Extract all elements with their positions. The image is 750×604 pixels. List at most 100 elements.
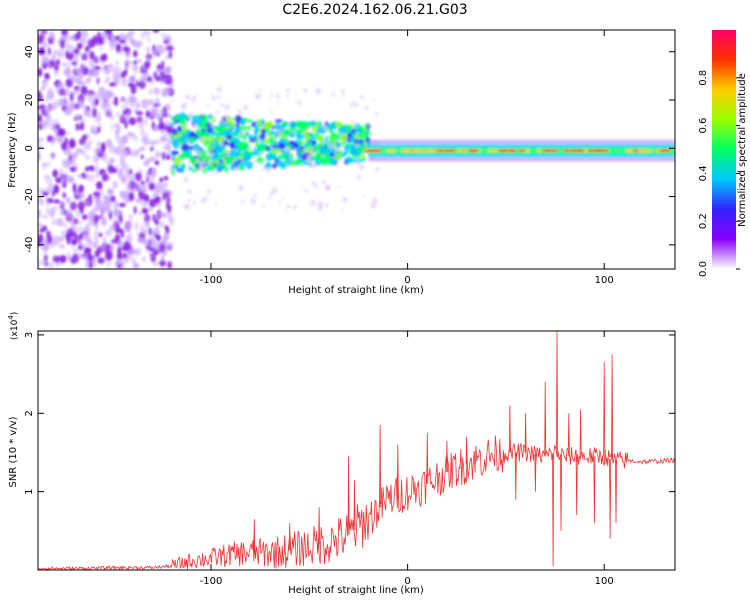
heatmap-cell — [304, 189, 309, 194]
heatmap-cell — [305, 133, 310, 142]
heatmap-cell — [70, 215, 77, 225]
heatmap-cell — [128, 231, 133, 240]
heatmap-cell — [372, 198, 379, 205]
heatmap-cell — [120, 156, 126, 165]
heatmap-cell — [135, 111, 144, 116]
heatmap-cell — [114, 147, 121, 155]
heatmap-cell — [339, 126, 348, 134]
heatmap-cell — [114, 210, 121, 218]
heatmap-cell — [259, 147, 264, 155]
heatmap-cell — [167, 189, 174, 196]
heatmap-cell — [363, 194, 366, 197]
heatmap-cell — [518, 149, 526, 153]
heatmap-cell — [254, 125, 259, 133]
heatmap-cell — [251, 121, 257, 128]
heatmap-cell — [147, 36, 151, 43]
heatmap-cell — [78, 253, 85, 259]
heatmap-cell — [104, 30, 113, 35]
heatmap-cell — [136, 42, 140, 50]
snr-multiplier-exp: 4 — [7, 315, 15, 320]
heatmap-cell — [87, 239, 93, 247]
heatmap-cell — [61, 230, 65, 237]
heatmap-cell — [146, 219, 150, 228]
snr-multiplier: (x104) — [7, 312, 20, 340]
heatmap-cell — [38, 94, 43, 102]
heatmap-cell — [61, 159, 70, 168]
heatmap-cell — [211, 113, 214, 116]
heatmap-cell — [268, 138, 273, 143]
heatmap-cell — [164, 225, 169, 231]
heatmap-cell — [130, 149, 135, 157]
heatmap-cell — [239, 151, 243, 157]
heatmap-cell — [244, 126, 252, 130]
heatmap-cell — [133, 50, 138, 58]
heatmap-cell — [107, 139, 113, 147]
x-tick-label: -100 — [200, 275, 223, 286]
heatmap-cell — [272, 155, 277, 160]
heatmap-cell — [337, 147, 341, 151]
heatmap-cell — [216, 86, 222, 92]
heatmap-cell — [226, 125, 231, 130]
heatmap-cell — [160, 71, 165, 77]
heatmap-cell — [120, 71, 126, 79]
heatmap-cell — [125, 182, 133, 191]
heatmap-cell — [114, 234, 121, 241]
heatmap-cell — [216, 95, 221, 100]
heatmap-cell — [158, 212, 165, 217]
heatmap-cell — [148, 182, 156, 191]
heatmap-cell — [226, 134, 233, 140]
heatmap-cell — [81, 172, 86, 179]
heatmap-cell — [134, 107, 138, 113]
heatmap-cell — [288, 120, 292, 124]
heatmap-cell — [103, 195, 109, 202]
heatmap-cell — [208, 165, 215, 171]
heatmap-cell — [636, 149, 650, 153]
heatmap-cell — [172, 142, 181, 149]
heatmap-cell — [190, 97, 196, 103]
heatmap-cell — [120, 175, 128, 184]
heatmap-cell — [258, 89, 262, 92]
heatmap-cell — [350, 120, 354, 125]
heatmap-cell — [126, 111, 131, 118]
heatmap-cell — [93, 214, 100, 222]
heatmap-cell — [155, 152, 163, 157]
heatmap-cell — [141, 207, 149, 214]
snr-plot — [38, 331, 675, 570]
heatmap-cell — [104, 229, 113, 237]
heatmap-cell — [87, 173, 95, 182]
heatmap-cell — [38, 36, 43, 45]
heatmap-cell — [130, 257, 136, 264]
heatmap-cell — [68, 35, 77, 41]
spectrogram-ylabel: Frequency (Hz) — [7, 112, 18, 188]
heatmap-cell — [93, 91, 100, 101]
heatmap-cell — [345, 124, 353, 130]
heatmap-cell — [334, 156, 342, 160]
heatmap-cell — [44, 96, 48, 104]
spectrogram-panel: -100 0 100 -40 -20 0 20 40 Height of straight l… — [7, 29, 676, 296]
heatmap-cell — [242, 104, 248, 110]
heatmap-cell — [253, 194, 257, 198]
heatmap-cell — [85, 166, 90, 172]
heatmap-cell — [60, 200, 64, 209]
heatmap-cell — [329, 152, 335, 158]
heatmap-cell — [171, 150, 180, 155]
heatmap-cell — [80, 64, 86, 70]
heatmap-cell — [93, 147, 102, 154]
heatmap-cell — [162, 74, 170, 79]
heatmap-cell — [52, 49, 60, 55]
heatmap-cell — [67, 146, 72, 157]
heatmap-cell — [100, 54, 107, 62]
heatmap-cell — [145, 131, 149, 140]
heatmap-cell — [487, 149, 499, 153]
heatmap-cell — [100, 151, 106, 161]
heatmap-cell — [42, 55, 49, 64]
heatmap-cell — [197, 120, 202, 125]
heatmap-cell — [166, 45, 174, 51]
heatmap-cell — [292, 205, 297, 210]
heatmap-cell — [250, 198, 256, 204]
heatmap-cell — [93, 230, 100, 240]
heatmap-cell — [61, 141, 68, 151]
heatmap-cell — [94, 42, 101, 47]
heatmap-cell — [38, 47, 46, 56]
heatmap-cell — [151, 105, 157, 115]
